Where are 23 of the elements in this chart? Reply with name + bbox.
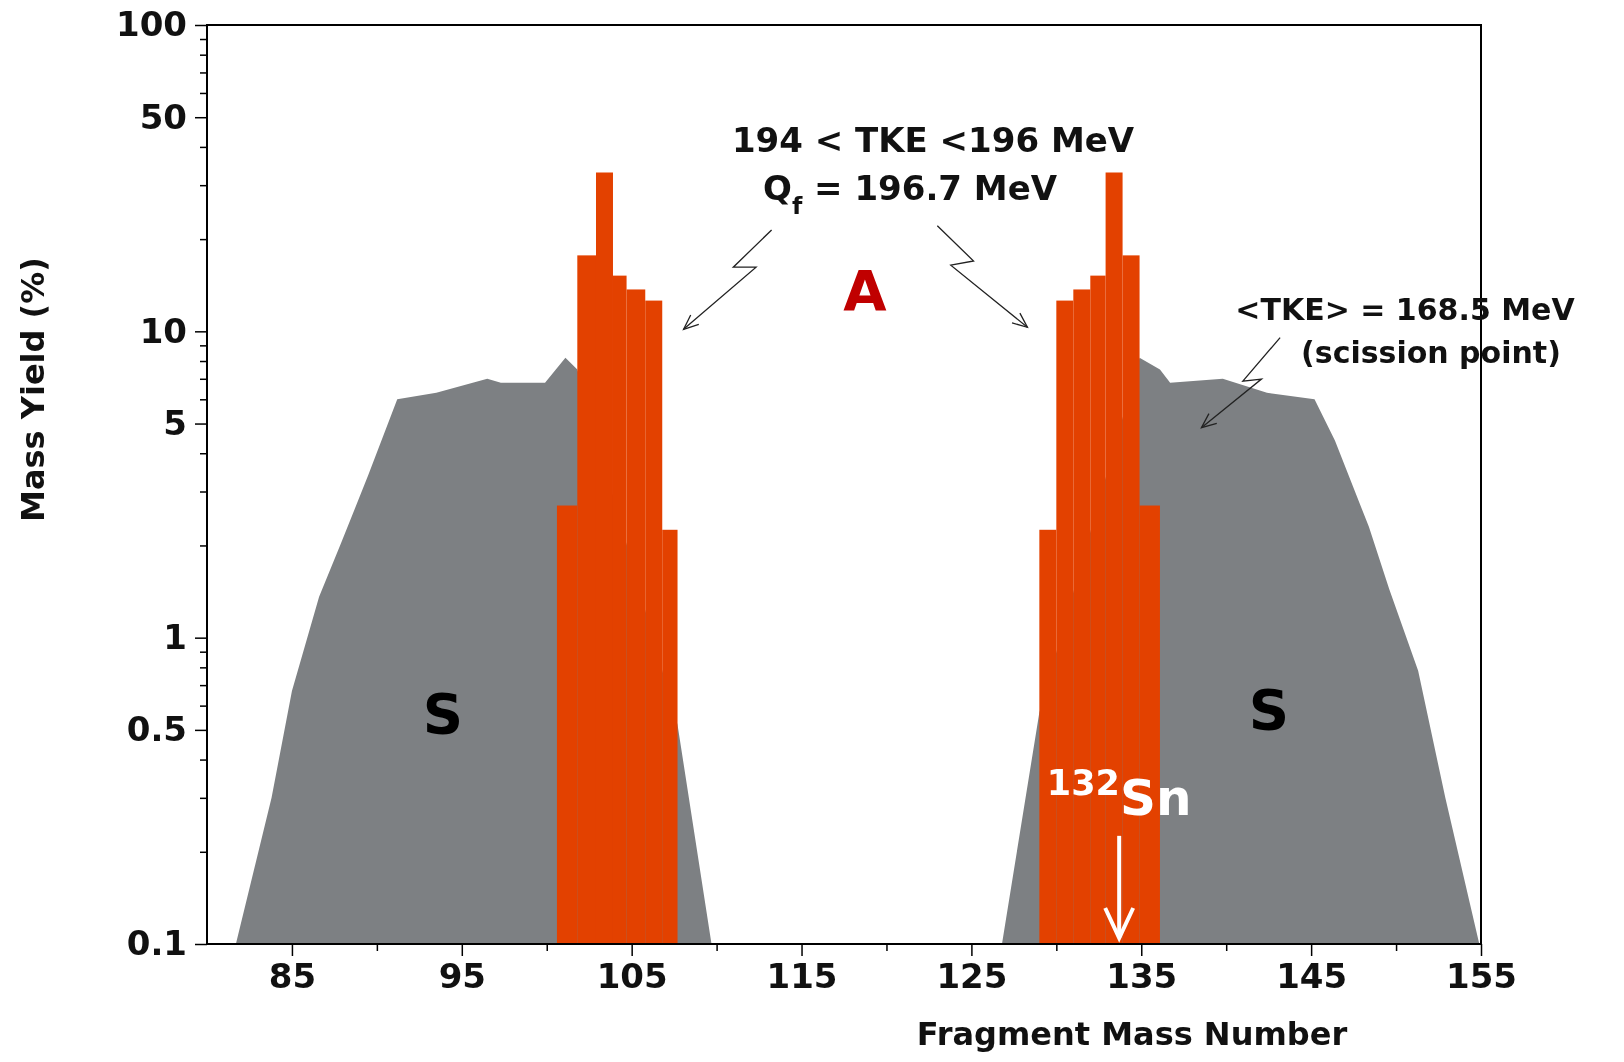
x-tick-label: 145 xyxy=(1276,956,1348,997)
annotation: 194 < TKE <196 MeV xyxy=(731,119,1135,160)
annotation: S xyxy=(422,680,464,746)
annotation: S xyxy=(1248,676,1290,742)
x-tick-label: 125 xyxy=(936,956,1008,997)
x-tick-label: 155 xyxy=(1446,956,1517,997)
x-tick-label: 135 xyxy=(1106,956,1178,997)
x-tick-label: 105 xyxy=(596,956,668,997)
annotation: $^{132}$Sn xyxy=(1046,763,1192,828)
y-tick-label: 0.1 xyxy=(126,923,187,964)
x-axis-title: Fragment Mass Number xyxy=(916,1015,1348,1053)
x-tick-label: 95 xyxy=(438,956,486,997)
annotation: A xyxy=(843,257,888,323)
y-tick-label: 100 xyxy=(116,4,187,45)
y-axis-title: Mass Yield (%) xyxy=(14,257,52,522)
y-tick-label: 10 xyxy=(139,310,187,351)
y-tick-label: 0.5 xyxy=(126,709,187,750)
y-tick-label: 50 xyxy=(139,96,187,137)
x-tick-label: 115 xyxy=(766,956,838,997)
y-tick-label: 1 xyxy=(163,617,187,658)
x-tick-label: 85 xyxy=(268,956,317,997)
y-tick-label: 5 xyxy=(163,402,187,443)
annotation: Q$_{f}$ = 196.7 MeV xyxy=(762,167,1058,220)
